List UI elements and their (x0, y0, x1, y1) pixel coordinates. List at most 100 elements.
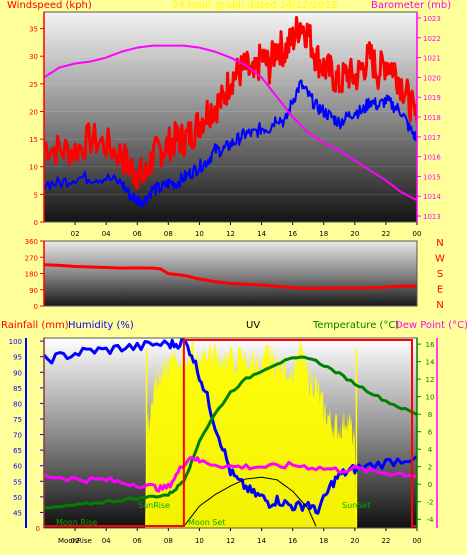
panel3-humidity-tick-label: 90 (13, 369, 22, 377)
panel3-temp-tick-label: 2 (428, 464, 432, 472)
panel3-humidity-tick-label: 65 (13, 447, 22, 455)
panel1-x-tick-label: 10 (195, 230, 204, 238)
panel3-series-temperature (44, 355, 417, 510)
panel3-temp-tick-label: 6 (428, 429, 433, 437)
panel3-humidity-tick-label: 85 (13, 385, 22, 393)
panel1-x-tick-label: 20 (350, 230, 359, 238)
moonrise-x-label: MoonRise (58, 537, 92, 545)
humidity-header: Humidity (%) (68, 320, 134, 331)
panel1-right-tick-label: 1013 (423, 213, 441, 221)
panel3-x-tick-label: 22 (381, 537, 390, 545)
panel3-humidity-tick-label: 75 (13, 416, 22, 424)
panel3-humidity-tick-label: 60 (13, 463, 22, 471)
panel3-temp-tick-label: 14 (426, 359, 435, 367)
dewpoint-header: Dew Point (°C) (395, 320, 467, 331)
panel2-compass-label: N (436, 238, 443, 249)
panel2-compass-label: N (436, 300, 443, 311)
panel1-right-tick-label: 1016 (423, 154, 441, 162)
panel3-temp-tick-label: 4 (428, 446, 433, 454)
panel1-right-tick-label: 1021 (423, 55, 441, 63)
rainfall-header: Rainfall (mm) (1, 320, 69, 331)
panel2-left-tick-label: 180 (25, 271, 38, 279)
panel1-series-wind-speed (44, 79, 417, 208)
panel3-x-tick-label: 00 (413, 537, 422, 545)
panel3-temp-tick-label: 16 (426, 341, 435, 349)
panel1-x-tick-label: 16 (288, 230, 297, 238)
panel3-x-tick-label: 12 (226, 537, 235, 545)
panel3-x-tick-label: 06 (133, 537, 142, 545)
panel1-right-tick-label: 1019 (423, 94, 441, 102)
panel3-humidity-tick-label: 70 (13, 432, 22, 440)
panel1-left-tick-label: 35 (29, 26, 38, 34)
uv-header: UV (246, 320, 261, 331)
panel1-x-tick-label: 08 (164, 230, 173, 238)
panel2-plot-area (44, 241, 417, 306)
panel1-x-tick-label: 06 (133, 230, 142, 238)
panel3-x-tick-label: 04 (102, 537, 111, 545)
panel3-temp-tick-label: 8 (428, 411, 432, 419)
panel1-left-tick-label: 10 (29, 164, 38, 172)
panel1-x-tick-label: 02 (71, 230, 80, 238)
panel1-left-tick-label: 25 (29, 81, 38, 89)
panel1-left-tick-label: 5 (34, 191, 38, 199)
panel1-left-tick-label: 20 (29, 108, 38, 116)
moon-rise-annotation: Moon Rise (56, 518, 97, 527)
panel3-x-tick-label: 02 (71, 537, 80, 545)
panel3-moon-window (44, 339, 417, 527)
panel2-compass-label: S (437, 269, 443, 280)
panel1-series-barometer (44, 44, 417, 202)
windspeed-header: Windspeed (kph) (7, 0, 92, 11)
panel3-x-tick-label: 08 (164, 537, 173, 545)
panel3-humidity-tick-label: 55 (13, 478, 22, 486)
panel1-x-tick-label: 12 (226, 230, 235, 238)
panel3-x-tick-label: 20 (350, 537, 359, 545)
panel2-compass-label: W (435, 254, 445, 265)
sun-set-annotation: SunSet (342, 501, 370, 510)
panel2-left-tick-label: 90 (29, 287, 38, 295)
panel3-x-tick-label: 16 (288, 537, 297, 545)
panel3-series-dew-point (44, 456, 417, 493)
panel1-x-tick-label: 22 (381, 230, 390, 238)
panel3-temp-tick-label: -4 (427, 516, 435, 524)
panel2-series-wind-direction (44, 263, 417, 291)
panel1-left-tick-label: 30 (29, 53, 38, 61)
panel1-left-tick-label: 0 (34, 219, 38, 227)
graph-date-header: 24 Hour graph dated 24/12/2019 (172, 0, 338, 11)
panel1-right-tick-label: 1023 (423, 15, 441, 23)
panel3-x-tick-label: 14 (257, 537, 266, 545)
panel3-x-tick-label: 18 (319, 537, 328, 545)
panel1-x-tick-label: 04 (102, 230, 111, 238)
panel3-humidity-tick-label: 95 (13, 354, 22, 362)
panel1-right-tick-label: 1018 (423, 114, 441, 122)
sun-rise-annotation: SunRise (138, 501, 170, 510)
panel3-humidity-tick-label: 50 (13, 494, 22, 502)
panel1-plot-area (44, 12, 417, 222)
panel1-right-tick-label: 1017 (423, 134, 441, 142)
panel2-left-tick-label: 0 (34, 303, 38, 311)
panel2-left-tick-label: 270 (25, 254, 38, 262)
panel3-temp-tick-label: -2 (427, 499, 434, 507)
barometer-header: Barometer (mb) (371, 0, 452, 11)
panel1-series-wind-gust (44, 15, 417, 190)
temperature-header: Temperature (°C) (313, 320, 400, 331)
panel1-x-tick-label: 00 (413, 230, 422, 238)
panel3-humidity-tick-label: 80 (13, 400, 22, 408)
panel3-humidity-tick-label: 45 (13, 509, 22, 517)
panel3-temp-tick-label: 0 (428, 481, 432, 489)
panel3-series-uv (145, 341, 357, 528)
panel3-x-tick-label: 10 (195, 537, 204, 545)
panel3-rain-tick-label: 0 (36, 525, 40, 533)
panel2-left-tick-label: 360 (25, 238, 38, 246)
panel1-right-tick-label: 1020 (423, 74, 441, 82)
panel3-humidity-tick-label: 100 (9, 338, 22, 346)
panel3-temp-tick-label: 12 (426, 376, 435, 384)
panel1-x-tick-label: 18 (319, 230, 328, 238)
panel3-series-moon (183, 476, 317, 527)
panel1-right-tick-label: 1022 (423, 35, 441, 43)
panel3-temp-tick-label: 10 (426, 394, 435, 402)
moon-set-annotation: Moon Set (188, 518, 225, 527)
panel1-right-tick-label: 1014 (423, 193, 441, 201)
panel1-x-tick-label: 14 (257, 230, 266, 238)
